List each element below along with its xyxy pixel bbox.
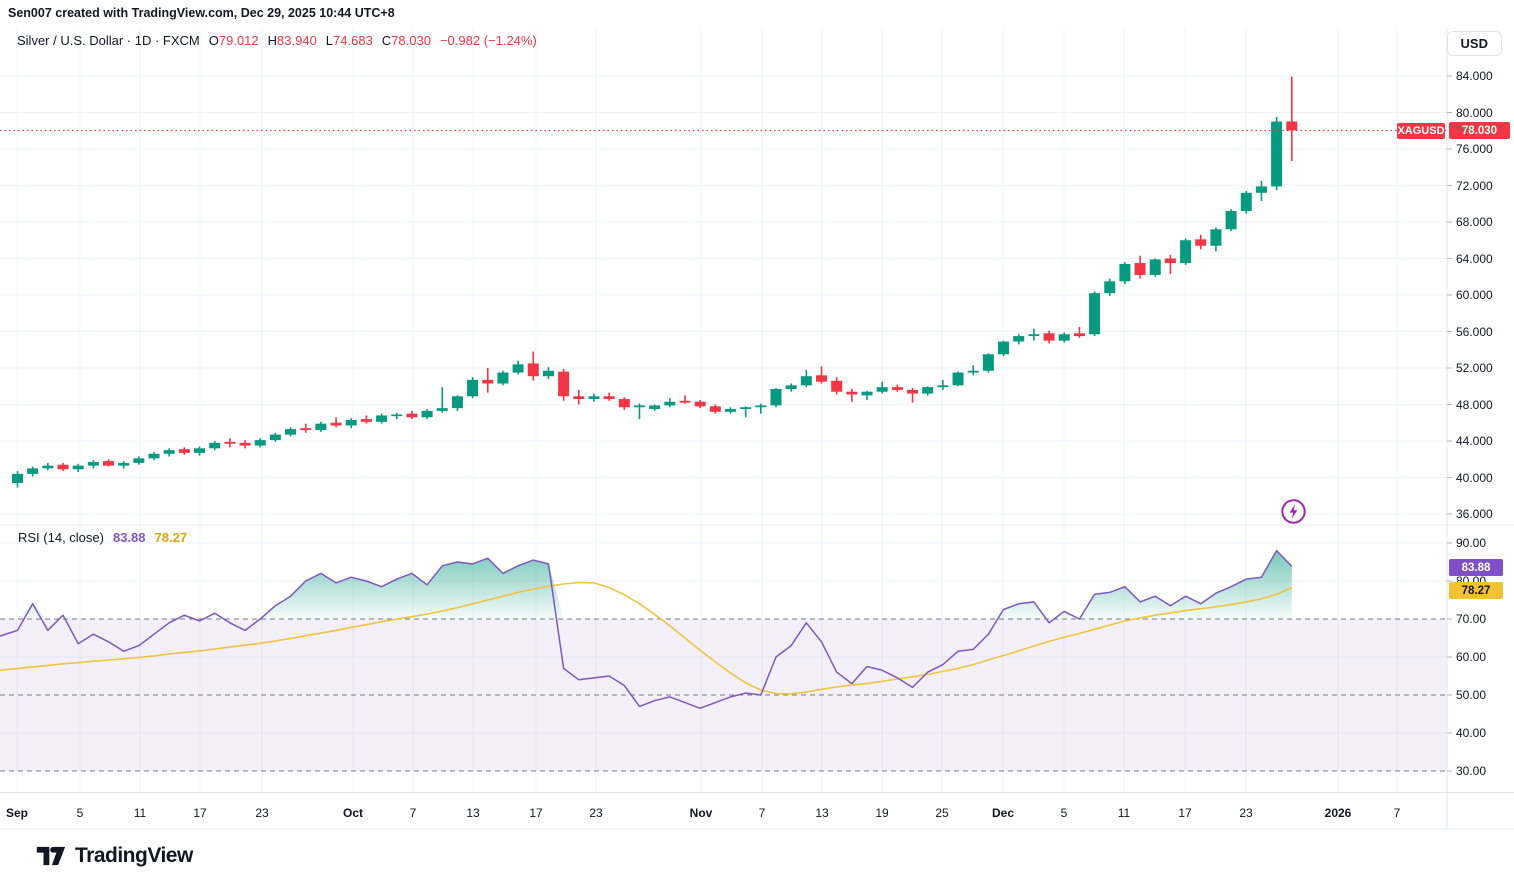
symbol-info-row: Silver / U.S. Dollar · 1D · FXCM O79.012… <box>17 33 537 48</box>
rsi-value: 83.88 <box>112 530 146 545</box>
rsi-fill-group <box>0 550 1292 619</box>
attribution-text: Sen007 created with TradingView.com, Dec… <box>8 6 395 20</box>
rsi-ma-value: 78.27 <box>154 530 188 545</box>
ohlc-close: C78.030 <box>381 33 431 48</box>
candlestick-series <box>12 76 1298 488</box>
ohlc-low: L74.683 <box>325 33 373 48</box>
lightning-icon <box>1281 499 1306 524</box>
currency-button[interactable]: USD <box>1446 31 1502 56</box>
rsi-ma-line <box>0 581 1293 695</box>
rsi-axis-badge: 83.88 <box>1449 559 1503 576</box>
flash-action-button[interactable] <box>1280 498 1307 530</box>
rsi-ma-line-group <box>0 581 1293 695</box>
rsi-line-group <box>0 549 1293 710</box>
rsi-ma-axis-badge: 78.27 <box>1449 582 1503 599</box>
rsi-title: RSI (14, close) <box>18 530 104 545</box>
rsi-indicator-header[interactable]: RSI (14, close) 83.88 78.27 <box>18 530 187 545</box>
tradingview-logo[interactable]: TradingView <box>36 843 193 869</box>
price-change: −0.982 (−1.24%) <box>439 33 537 48</box>
rsi-overbought-fill <box>0 550 1292 619</box>
ohlc-open: O79.012 <box>208 33 259 48</box>
pane-borders <box>0 28 1514 830</box>
symbol-title: Silver / U.S. Dollar · 1D · FXCM <box>17 33 200 48</box>
tradingview-logo-text: TradingView <box>75 844 193 867</box>
price-line-value-badge: 78.030 <box>1449 122 1510 139</box>
rsi-level-lines <box>0 618 1447 772</box>
rsi-line <box>0 549 1293 710</box>
ohlc-high: H83.940 <box>267 33 317 48</box>
tradingview-logo-icon <box>36 846 66 866</box>
price-line-symbol-badge: XAGUSD <box>1397 123 1445 139</box>
grid-lines <box>0 28 1447 793</box>
